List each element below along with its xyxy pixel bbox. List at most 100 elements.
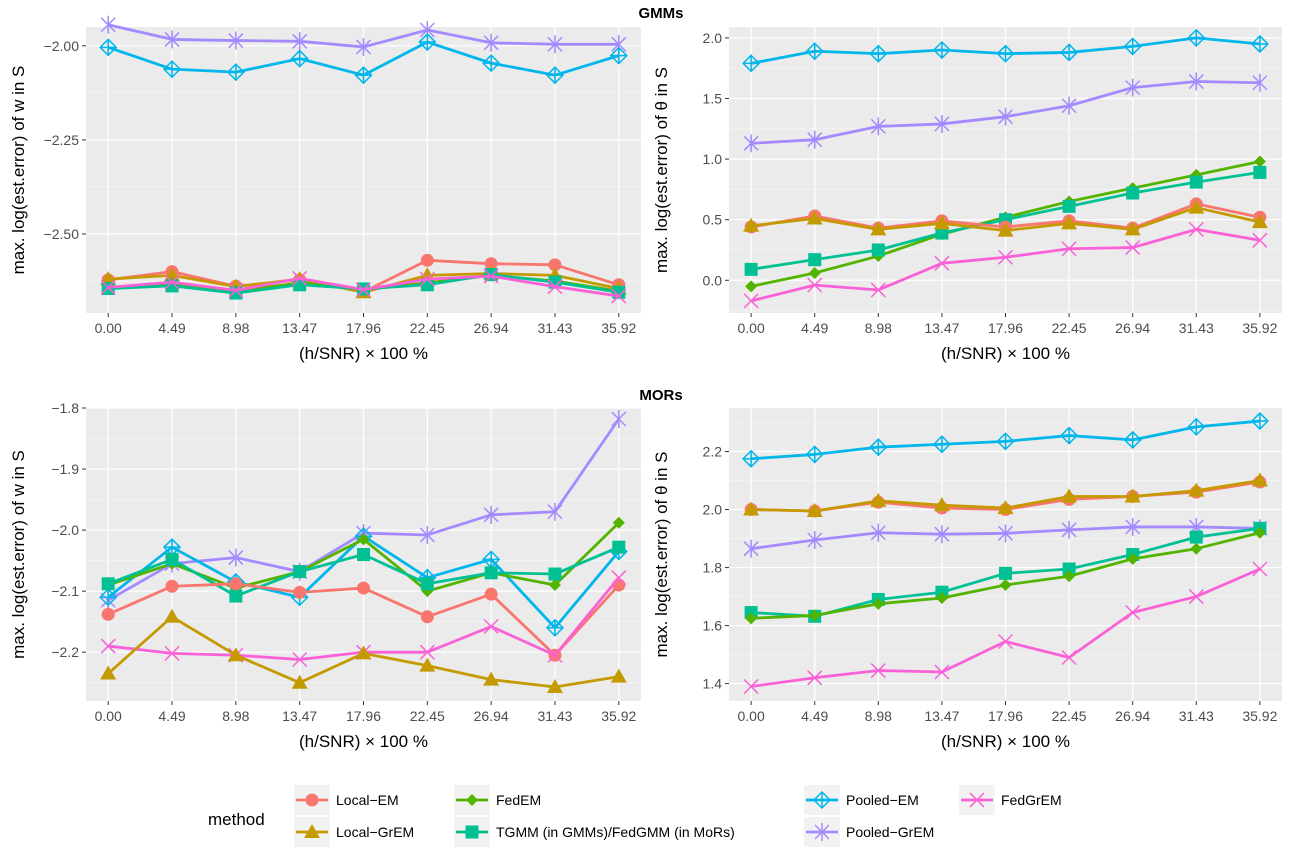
series-Local−EM [101,577,626,662]
legend-label: Local−GrEM [336,824,414,840]
data-point [870,663,886,679]
data-point [484,587,498,601]
data-point [545,618,565,637]
data-point [806,502,823,517]
series-Pooled−GrEM [743,72,1268,153]
legend-item: Local−EM [294,785,399,815]
data-point [100,15,116,34]
data-point [935,226,949,240]
data-point [1189,175,1203,189]
data-point [354,66,373,85]
data-point [293,585,307,599]
y-tick-label: 1.8 [703,560,723,576]
x-tick-label: 13.47 [282,708,317,724]
data-point [484,257,498,271]
data-point [548,258,562,272]
y-tick-label: 2.2 [703,444,723,460]
data-point [871,243,885,257]
panel-2: 0.0 0.5 1.0 1.5 2.0 0.00 4.49 8.98 13.47 17.96 22.… [652,27,1282,363]
data-point [1126,552,1139,565]
data-point [292,32,308,51]
data-point [545,66,565,85]
data-point [999,566,1012,580]
x-tick-label: 31.43 [1179,708,1214,724]
legend-label: Local−EM [336,792,399,808]
data-point [292,270,308,286]
x-axis-title: (h/SNR) × 100 % [299,732,428,751]
data-point [1061,649,1077,666]
y-tick-label: −2.2 [51,644,79,660]
data-point [1188,482,1205,497]
y-tick-label: 1.5 [703,91,723,107]
data-point [165,552,179,566]
data-point [164,645,180,661]
data-point [1188,221,1204,237]
y-tick-label: 0.0 [703,272,723,288]
series-Pooled−EM [99,32,628,85]
legend-title: method [208,810,265,829]
data-point [357,548,370,561]
data-point [997,500,1014,515]
data-point [806,210,823,225]
data-point [935,592,948,605]
x-axis-title: (h/SNR) × 100 % [941,344,1070,363]
data-point [1062,199,1076,213]
legend-marker [812,790,832,810]
data-point [742,449,761,468]
data-point [1188,72,1204,91]
data-point [1062,562,1076,576]
series-Pooled−GrEM [100,15,627,56]
data-point [743,678,759,695]
data-point [1188,589,1204,605]
y-axis-title: max. log(est.error) of θ in S [652,67,671,273]
data-point [292,651,308,668]
data-point [1253,165,1267,179]
data-point [869,44,888,63]
series-Pooled−EM [742,411,1269,468]
legend-marker [304,824,320,838]
x-axis-title: (h/SNR) × 100 % [299,344,428,363]
legend: method Local−EM Local−GrEM FedEM TGMM (in GM… [208,785,1062,847]
legend-marker [814,823,830,841]
legend-item: FedEM [454,785,541,815]
data-point [934,525,950,544]
y-tick-label: −2.25 [44,132,80,148]
legend-marker [305,793,319,807]
data-point [293,565,307,579]
x-tick-label: 0.00 [95,320,122,336]
data-point [934,114,950,133]
data-point [1251,472,1268,487]
data-point [743,501,760,516]
x-tick-label: 22.45 [1052,708,1087,724]
x-tick-label: 17.96 [346,320,381,336]
data-point [419,644,435,660]
data-point [870,282,886,298]
data-point [1125,604,1141,621]
data-point [420,253,434,267]
data-point [612,540,626,554]
x-tick-label: 22.45 [1052,320,1087,336]
data-point [807,530,823,549]
data-point [100,665,117,680]
data-point [484,566,498,580]
panel-1: −2.50 −2.25 −2.00 0.00 4.49 8.98 13.47 17.96 22.… [9,15,641,363]
data-point [548,567,562,581]
data-point [357,581,370,595]
strip-title-mors: MORs [639,387,682,404]
data-point [743,217,760,232]
data-point [100,271,117,286]
data-point [745,612,758,625]
y-axis-title: max. log(est.error) of θ in S [652,452,671,658]
data-point [547,502,563,521]
data-point [1253,526,1266,539]
y-axis-title: max. log(est.error) of w in S [9,450,28,659]
x-tick-label: 13.47 [924,708,959,724]
data-point [547,35,563,54]
x-tick-label: 8.98 [865,320,892,336]
data-point [808,253,822,267]
data-point [997,524,1014,543]
data-point [101,607,115,621]
data-point [870,523,886,542]
series-Pooled−EM [742,28,1269,73]
data-point [164,608,181,623]
